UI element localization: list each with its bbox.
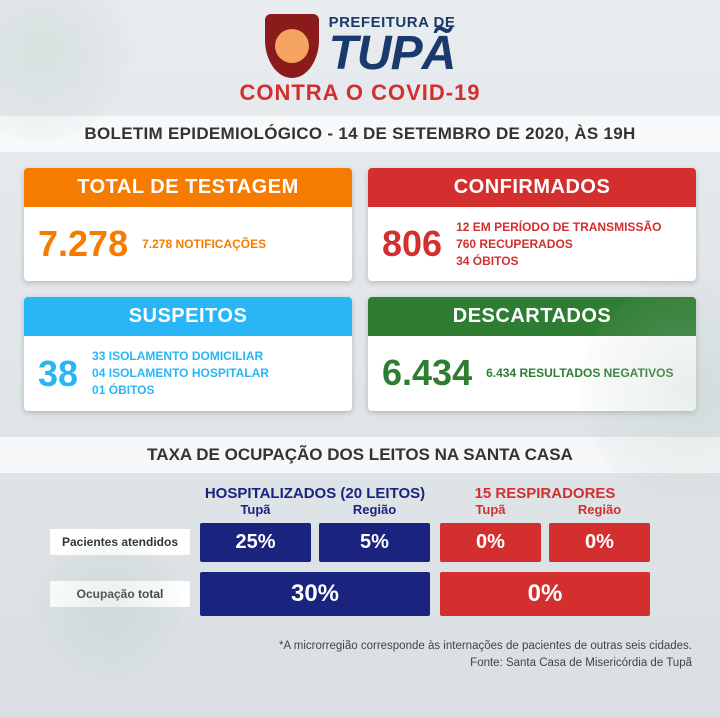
sub-tupa: Tupã: [440, 502, 541, 517]
card-testagem: TOTAL DE TESTAGEM 7.278 7.278 NOTIFICAÇÕ…: [24, 168, 352, 281]
hosp-total-cell-wrap: 30%: [200, 572, 430, 616]
card-number: 7.278: [38, 223, 128, 265]
city-name: TUPÃ: [329, 30, 456, 78]
resp-total-cell: 0%: [440, 572, 650, 616]
bulletin-title: BOLETIM EPIDEMIOLÓGICO - 14 DE SETEMBRO …: [0, 124, 720, 144]
detail-line: 7.278 NOTIFICAÇÕES: [142, 236, 266, 253]
card-header: CONFIRMADOS: [368, 168, 696, 207]
resp-regiao-cell: 0%: [549, 523, 650, 562]
detail-line: 34 ÓBITOS: [456, 253, 661, 270]
city-title-block: PREFEITURA DE TUPÃ: [329, 15, 456, 78]
sub-regiao: Região: [549, 502, 650, 517]
shield-face: [275, 29, 309, 63]
card-header: SUSPEITOS: [24, 297, 352, 336]
card-body: 38 33 ISOLAMENTO DOMICILIAR 04 ISOLAMENT…: [24, 336, 352, 410]
card-number: 38: [38, 353, 78, 395]
occupancy-headers: HOSPITALIZADOS (20 LEITOS) Tupã Região 1…: [50, 485, 670, 517]
card-body: 806 12 EM PERÍODO DE TRANSMISSÃO 760 REC…: [368, 207, 696, 281]
sub-tupa: Tupã: [200, 502, 311, 517]
card-confirmados: CONFIRMADOS 806 12 EM PERÍODO DE TRANSMI…: [368, 168, 696, 281]
hosp-regiao-cell: 5%: [319, 523, 430, 562]
card-details: 7.278 NOTIFICAÇÕES: [142, 236, 266, 253]
hosp-sublabels: Tupã Região: [200, 502, 430, 517]
resp-sublabels: Tupã Região: [440, 502, 650, 517]
hosp-tupa-cell: 25%: [200, 523, 311, 562]
resp-cells: 0% 0%: [440, 523, 650, 562]
resp-total-cell-wrap: 0%: [440, 572, 650, 616]
city-shield-icon: [265, 14, 319, 78]
hosp-cells: 25% 5%: [200, 523, 430, 562]
resp-tupa-cell: 0%: [440, 523, 541, 562]
detail-line: 760 RECUPERADOS: [456, 236, 661, 253]
hosp-total-cell: 30%: [200, 572, 430, 616]
detail-line: 01 ÓBITOS: [92, 382, 269, 399]
card-number: 6.434: [382, 352, 472, 394]
background-virus-decor: [40, 537, 180, 677]
sub-regiao: Região: [319, 502, 430, 517]
resp-title: 15 RESPIRADORES: [440, 485, 650, 502]
card-details: 12 EM PERÍODO DE TRANSMISSÃO 760 RECUPER…: [456, 219, 661, 269]
detail-line: 33 ISOLAMENTO DOMICILIAR: [92, 348, 269, 365]
hosp-title: HOSPITALIZADOS (20 LEITOS): [200, 485, 430, 502]
bulletin-title-bar: BOLETIM EPIDEMIOLÓGICO - 14 DE SETEMBRO …: [0, 116, 720, 152]
detail-line: 12 EM PERÍODO DE TRANSMISSÃO: [456, 219, 661, 236]
card-body: 7.278 7.278 NOTIFICAÇÕES: [24, 207, 352, 281]
card-details: 33 ISOLAMENTO DOMICILIAR 04 ISOLAMENTO H…: [92, 348, 269, 398]
detail-line: 04 ISOLAMENTO HOSPITALAR: [92, 365, 269, 382]
card-number: 806: [382, 223, 442, 265]
card-suspeitos: SUSPEITOS 38 33 ISOLAMENTO DOMICILIAR 04…: [24, 297, 352, 410]
card-header: TOTAL DE TESTAGEM: [24, 168, 352, 207]
